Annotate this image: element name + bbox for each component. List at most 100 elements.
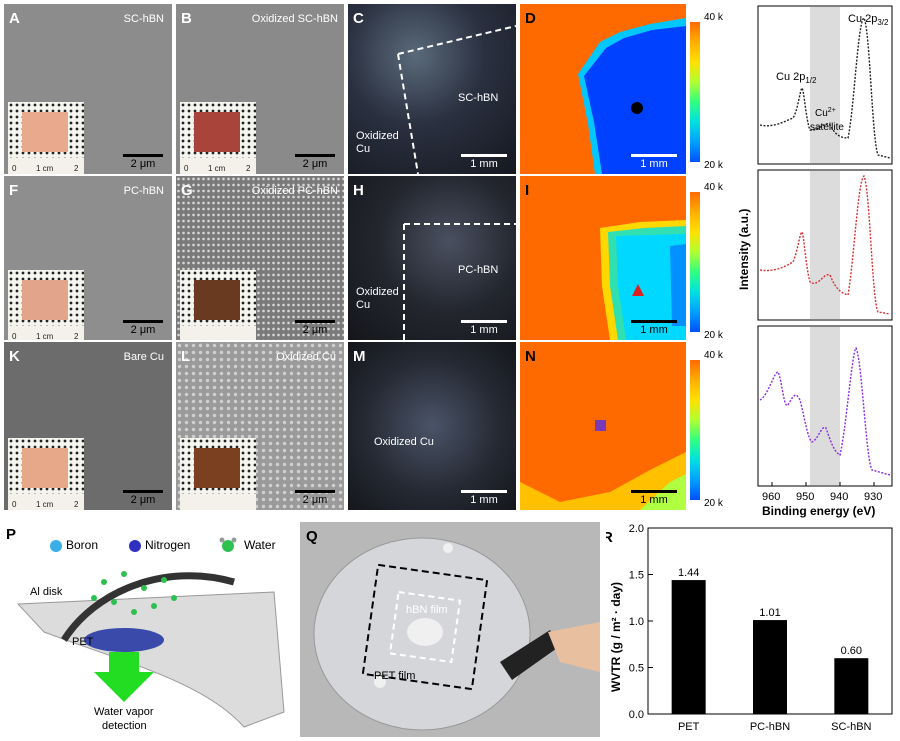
legend-water: Water	[244, 538, 276, 552]
scale-bar-a: 2 μm	[120, 154, 166, 170]
colorbar-d-top: 40 k	[704, 12, 723, 23]
x-tick-label: PC-hBN	[750, 721, 790, 733]
xps-xtick-940: 940	[830, 491, 848, 503]
scale-bar-b: 2 μm	[292, 154, 338, 170]
satellite-label: Cu2+	[815, 107, 836, 119]
bar-sc-hbn	[834, 658, 869, 714]
xps-curve-e	[759, 17, 891, 159]
label-water-vapor: Water vapor	[94, 706, 154, 718]
panel-label-p: P	[6, 526, 17, 543]
colorbar-n	[690, 360, 700, 500]
bar-value-label: 0.60	[841, 645, 862, 657]
panel-label-g: G	[181, 182, 193, 199]
xps-xtick-930: 930	[864, 491, 882, 503]
photo-inset-l	[180, 438, 256, 510]
map-panel-i: I 1 mm	[520, 176, 686, 340]
boundary-line-c	[397, 25, 516, 174]
x-tick-label: PET	[678, 721, 700, 733]
panel-label-h: H	[353, 182, 364, 199]
bar-value-label: 1.44	[678, 567, 699, 579]
region-tag-c-cu: Oxidized Cu	[356, 130, 399, 155]
y-tick-label: 0.0	[629, 709, 644, 721]
y-tick-label: 0.5	[629, 663, 644, 675]
xps-xtick-950: 950	[796, 491, 814, 503]
scale-bar-k: 2 μm	[120, 490, 166, 506]
optical-panel-m: M Oxidized Cu 1 mm	[348, 342, 516, 510]
y-tick-label: 1.0	[629, 616, 644, 628]
panel-label-a: A	[9, 10, 20, 27]
panel-label-k: K	[9, 348, 20, 365]
scale-bar-d: 1 mm	[628, 154, 680, 170]
optical-panel-c: C SC-hBN Oxidized Cu 1 mm	[348, 4, 516, 174]
map-panel-n: N 1 mm	[520, 342, 686, 510]
map-panel-d: D 1 mm	[520, 4, 686, 174]
panel-label-i: I	[525, 182, 530, 199]
panel-label-d: D	[525, 10, 536, 27]
colorbar-i-bottom: 20 k	[704, 330, 723, 341]
colorbar-i	[690, 192, 700, 332]
legend-boron: Boron	[66, 538, 99, 552]
panel-label-q: Q	[306, 528, 318, 545]
xps-spectra: E J O Cu 2p1/2 Cu 2p3/2 Cu2+ satellite I…	[738, 5, 893, 518]
wvtr-bar-chart: R WVTR (g / m² · day) 0.0 0.5 1.0 1.5 2.0 1.4…	[606, 523, 893, 733]
panel-label-r: R	[606, 529, 613, 546]
colorbar-n-top: 40 k	[704, 350, 723, 361]
sample-tag-a: SC-hBN	[123, 13, 164, 25]
chart-ylabel: WVTR (g / m² · day)	[609, 582, 623, 692]
bar-value-label: 1.01	[759, 607, 780, 619]
label-pet: PET	[72, 636, 94, 648]
y-tick-label: 1.5	[629, 570, 644, 582]
photo-inset-g	[180, 270, 256, 340]
scale-bar-n: 1 mm	[628, 490, 680, 506]
panel-label-n: N	[525, 348, 536, 365]
xps-xtick-960: 960	[762, 491, 780, 503]
panel-label-f: F	[9, 182, 19, 199]
optical-panel-h: H PC-hBN Oxidized Cu 1 mm	[348, 176, 516, 340]
peak-label-a: Cu 2p1/2	[776, 71, 817, 85]
scale-bar-g: 2 μm	[292, 320, 338, 336]
panel-label-b: B	[181, 10, 192, 27]
legend-nitrogen: Nitrogen	[145, 538, 191, 552]
label-al-disk: Al disk	[30, 586, 63, 598]
schematic-panel-p: P Boron Nitrogen Water Al disk PET Water…	[4, 522, 294, 737]
region-tag-h-hbn: PC-hBN	[458, 264, 499, 276]
scale-bar-m: 1 mm	[458, 490, 510, 506]
satellite-label-2: satellite	[810, 122, 844, 133]
scale-bar-l: 2 μm	[292, 490, 338, 506]
colorbar-d-bottom: 20 k	[704, 160, 723, 171]
bar-pc-hbn	[753, 620, 787, 714]
boundary-line-h	[403, 223, 516, 340]
xps-curve-o	[759, 346, 891, 476]
label-hbn-film: hBN film	[406, 604, 448, 616]
colorbar-i-top: 40 k	[704, 182, 723, 193]
xps-ylabel: Intensity (a.u.)	[738, 209, 751, 290]
x-tick-label: SC-hBN	[831, 721, 871, 733]
region-tag-c-hbn: SC-hBN	[458, 92, 499, 104]
scale-bar-h: 1 mm	[458, 320, 510, 336]
region-tag-h-cu: Oxidized Cu	[356, 286, 399, 311]
label-pet-film: PET film	[374, 670, 416, 682]
colorbar-n-bottom: 20 k	[704, 498, 723, 509]
colorbar-d	[690, 22, 700, 162]
region-tag-m: Oxidized Cu	[374, 436, 434, 448]
sample-tag-l: Oxidized Cu	[276, 351, 336, 363]
sem-panel-l: L Oxidized Cu 2 μm	[176, 342, 344, 510]
sample-tag-g: Oxidized PC-hBN	[251, 185, 338, 197]
sample-tag-k: Bare Cu	[123, 351, 164, 363]
xps-curve-j	[759, 174, 891, 315]
panel-label-l: L	[181, 348, 191, 365]
photo-panel-q: Q hBN film PET film	[300, 522, 600, 737]
label-detection: detection	[102, 720, 147, 732]
sem-panel-g: G Oxidized PC-hBN 2 μm	[176, 176, 344, 340]
xps-xlabel: Binding energy (eV)	[762, 504, 875, 518]
sample-tag-f: PC-hBN	[123, 185, 164, 197]
panel-label-m: M	[353, 348, 366, 365]
scale-bar-f: 2 μm	[120, 320, 166, 336]
peak-label-b: Cu 2p3/2	[848, 13, 889, 27]
y-tick-label: 2.0	[629, 523, 644, 535]
